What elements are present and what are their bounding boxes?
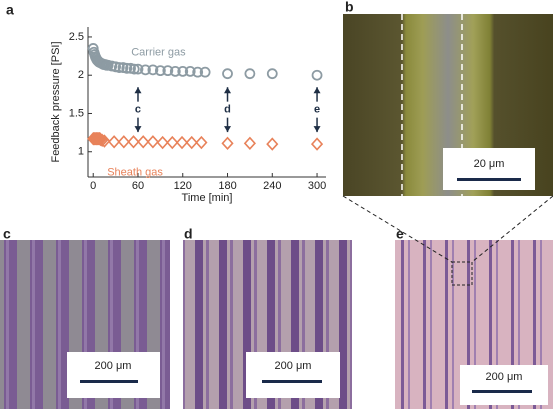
y-tick-label: 1 <box>78 146 84 158</box>
panel-label: a <box>6 2 14 18</box>
chart-a: 1 1.5 2 2.5 0 60 120 180 240 300 Carrier gas Sheath… <box>69 27 326 192</box>
x-tick-label: 120 <box>174 180 192 192</box>
scale-box <box>443 148 535 190</box>
x-tick-label: 0 <box>90 180 96 192</box>
point <box>244 68 256 80</box>
scale-label: 200 μm <box>275 360 312 372</box>
point <box>310 137 324 151</box>
annotation: c <box>135 104 141 116</box>
point <box>98 134 111 148</box>
point <box>113 62 125 73</box>
point <box>266 137 279 151</box>
y-axis-label: Feedback pressure [PSI] <box>50 41 62 162</box>
y-tick-label: 2.5 <box>69 31 84 43</box>
arrow-head <box>224 126 232 133</box>
scale-bar <box>80 380 138 383</box>
point <box>221 136 234 151</box>
point <box>311 69 323 81</box>
point <box>166 135 179 150</box>
panel-label: b <box>345 0 354 15</box>
point <box>177 65 189 77</box>
point <box>128 63 140 75</box>
point <box>140 64 151 76</box>
scale-bar <box>472 390 532 393</box>
zoom-line <box>471 195 553 263</box>
point <box>162 65 174 77</box>
scale-label: 20 μm <box>474 158 505 170</box>
series-label: Sheath gas <box>107 167 163 179</box>
arrow-head <box>134 87 142 94</box>
point <box>156 135 169 150</box>
point <box>175 135 189 150</box>
scale-bar <box>262 380 322 383</box>
point <box>243 136 256 151</box>
point <box>146 135 159 149</box>
panel-label: e <box>396 226 404 242</box>
point <box>199 66 211 78</box>
x-tick-label: 180 <box>218 180 236 192</box>
point <box>222 68 233 80</box>
arrow-head <box>313 87 321 94</box>
point <box>132 63 144 75</box>
point <box>169 65 181 77</box>
x-tick-label: 300 <box>308 180 326 192</box>
point <box>137 135 150 149</box>
panel-label: c <box>3 226 11 242</box>
scale-label: 200 μm <box>486 371 523 383</box>
zoom-box <box>451 261 473 286</box>
point <box>117 135 130 149</box>
y-tick-label: 1.5 <box>69 107 84 119</box>
scale-box <box>67 352 160 398</box>
scale-box <box>246 352 340 398</box>
arrow-head <box>134 126 142 133</box>
scale-bar <box>457 178 521 181</box>
point <box>192 66 204 78</box>
y-tick-label: 2 <box>78 69 84 81</box>
x-axis-label: Time [min] <box>182 192 233 204</box>
annotation: d <box>224 104 231 116</box>
point <box>96 133 109 147</box>
scale-box <box>460 365 548 405</box>
x-tick-label: 240 <box>263 180 281 192</box>
point <box>127 135 140 149</box>
scale-label: 200 μm <box>95 360 132 372</box>
arrow-head <box>313 126 321 133</box>
panel-label: d <box>184 226 193 242</box>
zoom-line <box>342 195 453 263</box>
point <box>185 135 198 150</box>
series-label: Carrier gas <box>131 46 186 58</box>
point <box>108 135 121 149</box>
annotation: e <box>314 104 320 116</box>
point <box>266 68 278 80</box>
point <box>195 135 208 150</box>
point <box>184 65 196 77</box>
point <box>147 64 159 76</box>
point <box>121 62 133 74</box>
arrow-head <box>224 87 232 94</box>
point <box>154 65 166 77</box>
x-tick-label: 60 <box>132 180 144 192</box>
